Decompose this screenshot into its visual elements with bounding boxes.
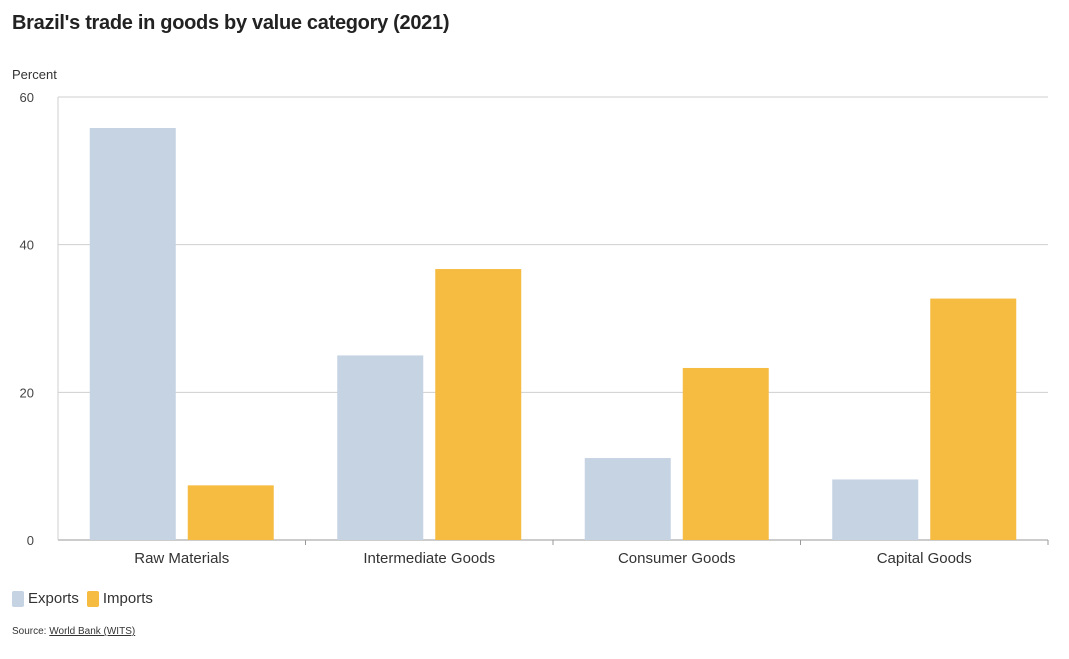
x-tick-label: Intermediate Goods (363, 550, 495, 567)
bar-exports-raw-materials (89, 128, 176, 540)
legend-swatch-imports (86, 590, 99, 607)
bar-exports-capital-goods (832, 479, 919, 540)
x-tick-label: Consumer Goods (618, 550, 736, 567)
y-tick-label: 60 (20, 90, 34, 105)
bar-imports-consumer-goods (682, 367, 769, 540)
source-link[interactable]: World Bank (WITS) (49, 626, 136, 637)
x-tick-label: Capital Goods (877, 550, 972, 567)
bar-imports-raw-materials (187, 485, 274, 540)
legend-label-imports: Imports (102, 590, 153, 607)
legend-label-exports: Exports (28, 590, 79, 607)
bar-imports-capital-goods (930, 298, 1017, 540)
legend-item-imports[interactable]: Imports (86, 590, 153, 607)
source-note: Source: World Bank (WITS) (12, 626, 135, 637)
legend-item-exports[interactable]: Exports (12, 590, 79, 607)
y-tick-label: 0 (27, 533, 34, 548)
bar-exports-consumer-goods (584, 458, 671, 540)
chart-title: Brazil's trade in goods by value categor… (12, 12, 450, 34)
y-tick-label: 20 (20, 385, 34, 400)
legend-swatch-exports (12, 590, 24, 607)
bar-chart: 0 20 40 60 Raw Materials Intermediate Goods Co… (20, 90, 1049, 567)
y-axis-label: Percent (12, 67, 57, 82)
bar-imports-intermediate-goods (435, 269, 522, 540)
source-prefix: Source: (12, 626, 47, 637)
x-tick-label: Raw Materials (134, 550, 229, 567)
y-tick-label: 40 (20, 238, 34, 253)
legend: Exports Imports (12, 590, 161, 607)
bar-exports-intermediate-goods (337, 355, 424, 540)
